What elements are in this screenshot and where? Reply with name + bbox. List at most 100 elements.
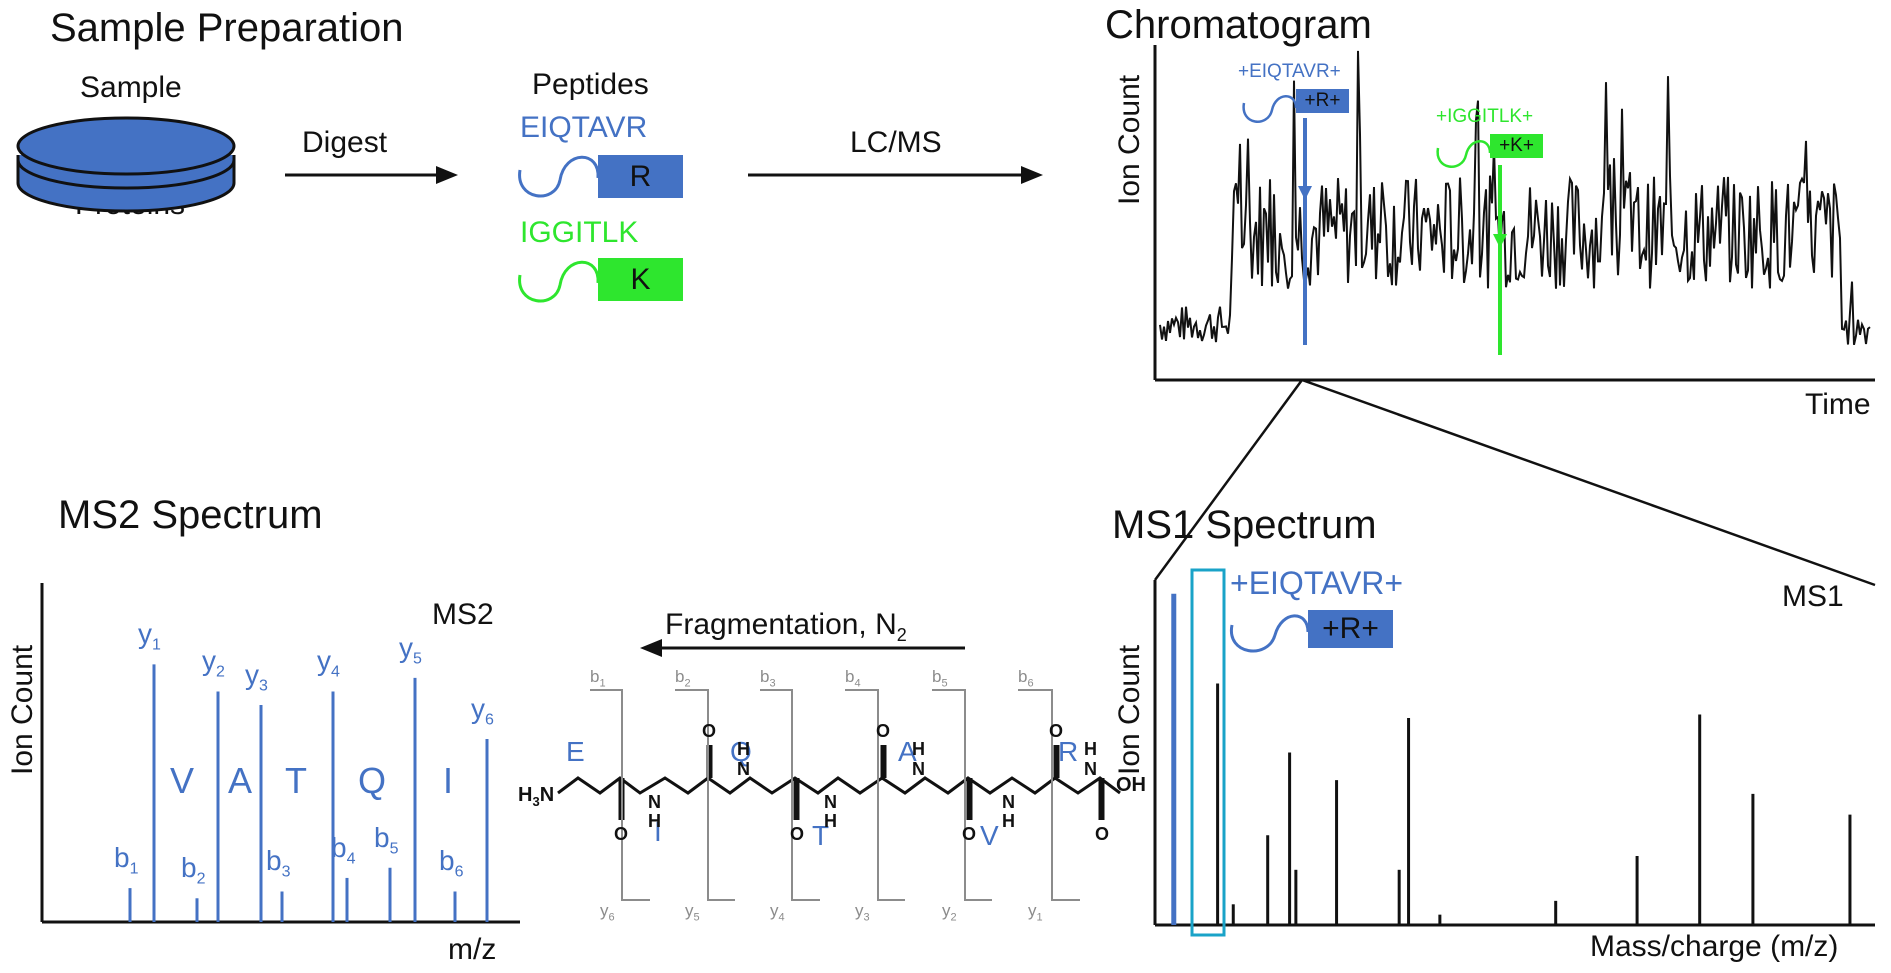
backbone-hydrogen: H [1002, 811, 1015, 831]
blue-peak-arrow [1298, 118, 1312, 200]
ms2-ylabel: Ion Count [6, 644, 39, 775]
backbone-hydrogen: H [824, 811, 837, 831]
c-terminus: OH [1116, 774, 1146, 796]
ms2-ion-label: b4 [331, 831, 356, 868]
chrom-green-chain-icon [1436, 140, 1492, 168]
n-term-h: H [518, 784, 533, 806]
peptide1-sequence: EIQTAVR [520, 111, 648, 144]
fragmentation-subscript: 2 [896, 625, 907, 645]
ms1-title: MS1 Spectrum [1112, 503, 1377, 547]
chromatogram-blue-box: +R+ [1296, 89, 1349, 113]
ms2-residue: A [228, 760, 253, 801]
n-terminus: H3N [518, 785, 554, 808]
bottom-residue: V [980, 820, 999, 851]
green-peak-arrow [1493, 165, 1507, 248]
backbone-hydrogen: H [648, 811, 661, 831]
ms2-ion-label: b3 [266, 845, 291, 882]
chromatogram-annotation-blue: +EIQTAVR+ [1238, 61, 1341, 82]
top-residue: A [898, 736, 917, 767]
ms2-ion-label: y4 [317, 645, 340, 682]
ms2-corner-label: MS2 [432, 598, 494, 631]
chromatogram-trace [1159, 50, 1871, 346]
ms1-chain-icon [1230, 614, 1310, 653]
ms2-ion-label: y5 [399, 631, 422, 668]
top-residue: E [566, 736, 585, 767]
chrom-blue-chain-icon [1242, 95, 1298, 123]
zoom-line-left [1153, 379, 1304, 581]
ms1-peaks [1171, 593, 1852, 925]
backbone-nitrogen: N [1084, 759, 1097, 779]
b-ion-label: b4 [845, 667, 861, 690]
backbone-hydrogen: H [1084, 739, 1097, 759]
ms2-ion-label: b5 [374, 821, 399, 858]
ms2-ion-label: y2 [202, 645, 225, 682]
fragmentation-label: Fragmentation, N2 [665, 608, 907, 645]
chromatogram-ylabel: Ion Count [1113, 74, 1146, 205]
backbone-oxygen: O [702, 721, 717, 741]
ms2-ion-label: y3 [245, 659, 268, 695]
n-term-n: N [539, 784, 555, 806]
chromatogram-xlabel: Time [1805, 388, 1871, 421]
fragmentation-label-text: Fragmentation, N [665, 608, 897, 641]
backbone-oxygen: O [962, 824, 977, 844]
peptide2-terminal-box: K [598, 258, 683, 301]
peptide1-chain-icon [518, 155, 600, 198]
ms2-ion-label: b1 [114, 842, 139, 878]
b-ion-label: b3 [760, 667, 776, 690]
backbone-nitrogen: N [737, 759, 750, 779]
y-ion-label: y4 [770, 901, 785, 924]
b-ion-label: b1 [590, 667, 606, 690]
bottom-residue: T [812, 820, 830, 851]
peptide2-chain-icon [518, 260, 600, 303]
ms1-ylabel: Ion Count [1113, 644, 1146, 775]
backbone-nitrogen: N [824, 792, 837, 812]
sample-label: Sample [80, 71, 182, 104]
chromatogram-annotation-green: +IGGITLK+ [1436, 106, 1534, 127]
digest-arrow [285, 166, 458, 184]
backbone-hydrogen: H [737, 739, 750, 759]
fragment-brackets [590, 689, 1080, 901]
y-ion-label: y3 [855, 901, 870, 924]
top-residue: R [1058, 736, 1079, 767]
y-ion-label: y6 [600, 901, 615, 924]
backbone-nitrogen: N [648, 792, 661, 812]
ms1-annotation-box: +R+ [1308, 610, 1393, 648]
ms1-annotation-box-label: +R+ [1322, 612, 1379, 645]
prep-title: Sample Preparation [50, 6, 404, 50]
ms2-xlabel: m/z [448, 933, 497, 966]
fragmentation-arrow [640, 639, 965, 657]
top-residue: Q [730, 736, 752, 767]
ms2-title: MS2 Spectrum [58, 493, 323, 537]
n-term-sub: 3 [532, 794, 540, 809]
peptide1-terminal-box: R [598, 155, 683, 198]
ms1-xlabel: Mass/charge (m/z) [1590, 930, 1839, 963]
chromatogram-green-box-label: +K+ [1499, 135, 1534, 156]
backbone-oxygen: O [1049, 721, 1064, 741]
peptide1-terminal-label: R [629, 159, 652, 193]
bottom-residue: I [654, 816, 662, 847]
backbone-oxygen: O [614, 824, 629, 844]
ms1-annotation: +EIQTAVR+ [1230, 565, 1404, 601]
ms2-ion-label: y1 [138, 618, 161, 654]
peptide-backbone [557, 745, 1121, 820]
y-ion-label: y2 [942, 901, 957, 924]
backbone-hydrogen: H [912, 739, 925, 759]
b-ion-label: b6 [1018, 667, 1034, 690]
y-ion-label: y5 [685, 901, 700, 924]
ms1-axes [1153, 580, 1875, 927]
petri-dish-icon [16, 116, 236, 213]
digest-label: Digest [302, 126, 388, 159]
lcms-label: LC/MS [850, 126, 942, 159]
ms2-ion-label: y6 [471, 692, 494, 729]
chromatogram-axes [1153, 45, 1875, 382]
chromatogram-title: Chromatogram [1105, 3, 1372, 47]
b-ion-label: b5 [932, 667, 948, 690]
lcms-arrow [748, 166, 1043, 184]
ms1-corner-label: MS1 [1782, 580, 1844, 613]
zoom-line-right [1301, 378, 1876, 587]
b-ion-label: b2 [675, 667, 691, 690]
ms2-residue: I [443, 760, 454, 801]
ms2-peaks [128, 664, 489, 922]
